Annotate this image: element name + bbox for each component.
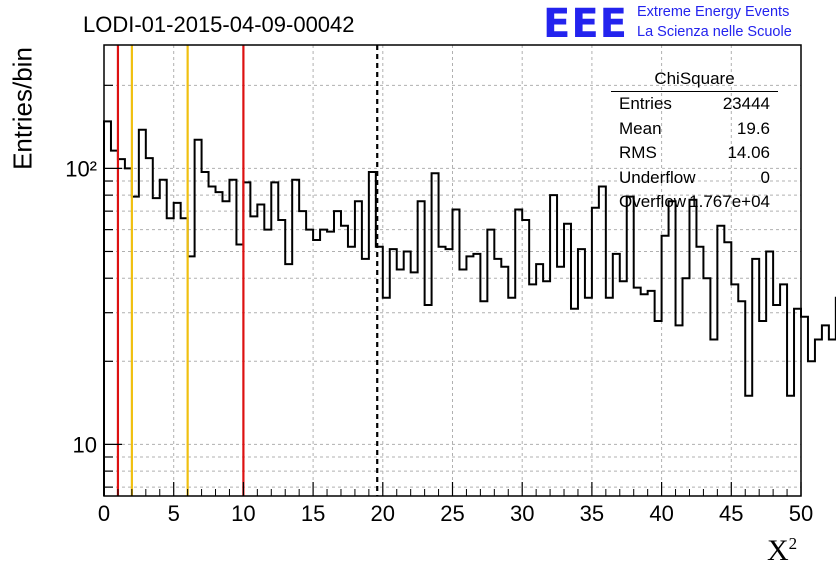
stats-value: 14.06 — [727, 143, 770, 162]
x-axis-label: X2 — [767, 534, 798, 567]
reference-lines — [116, 45, 379, 496]
stats-box: ChiSquare Entries 23444 Mean 19.6 RMS 14… — [611, 69, 778, 215]
x-tick-label: 10 — [231, 501, 255, 526]
x-tick-label: 5 — [168, 501, 180, 526]
stats-value: 23444 — [722, 94, 770, 113]
stats-value: 1.767e+04 — [689, 192, 770, 211]
x-tick-label: 30 — [510, 501, 534, 526]
stats-key: RMS — [619, 143, 657, 162]
eee-logo: EEE — [543, 1, 628, 47]
y-axis-ticks: 10 10² — [65, 84, 122, 488]
x-tick-label: 25 — [440, 501, 464, 526]
x-tick-label: 40 — [649, 501, 673, 526]
x-tick-label: 50 — [789, 501, 813, 526]
x-tick-label: 0 — [98, 501, 110, 526]
y-tick-label: 10 — [73, 432, 97, 457]
stats-row-mean: Mean 19.6 — [611, 117, 778, 142]
stats-value: 19.6 — [736, 118, 770, 138]
stats-key: Overflow — [619, 192, 687, 211]
x-tick-label: 45 — [719, 501, 743, 526]
stats-key: Entries — [619, 94, 672, 113]
stats-row-overflow: Overflow 1.767e+04 — [611, 190, 778, 215]
stats-row-underflow: Underflow 0 — [611, 166, 778, 191]
stats-value: 0 — [760, 167, 770, 187]
grid-lines — [104, 45, 801, 496]
x-tick-label: 20 — [371, 501, 395, 526]
stats-title: ChiSquare — [611, 69, 778, 92]
logo-line-1: Extreme Energy Events — [637, 4, 790, 20]
stats-key: Underflow — [619, 167, 696, 187]
y-axis-label: Entries/bin — [7, 47, 38, 170]
x-axis-ticks: 0 5 10 15 20 25 30 35 40 45 50 — [98, 482, 813, 526]
logo-line-2: La Scienza nelle Scuole — [637, 24, 792, 40]
histogram-series — [103, 120, 836, 496]
stats-row-rms: RMS 14.06 — [611, 141, 778, 166]
stats-row-entries: Entries 23444 — [611, 92, 778, 117]
y-tick-label: 10² — [65, 156, 97, 181]
chart-title: LODI-01-2015-04-09-00042 — [83, 12, 355, 37]
x-tick-label: 15 — [301, 501, 325, 526]
stats-key: Mean — [619, 118, 662, 138]
x-tick-label: 35 — [580, 501, 604, 526]
